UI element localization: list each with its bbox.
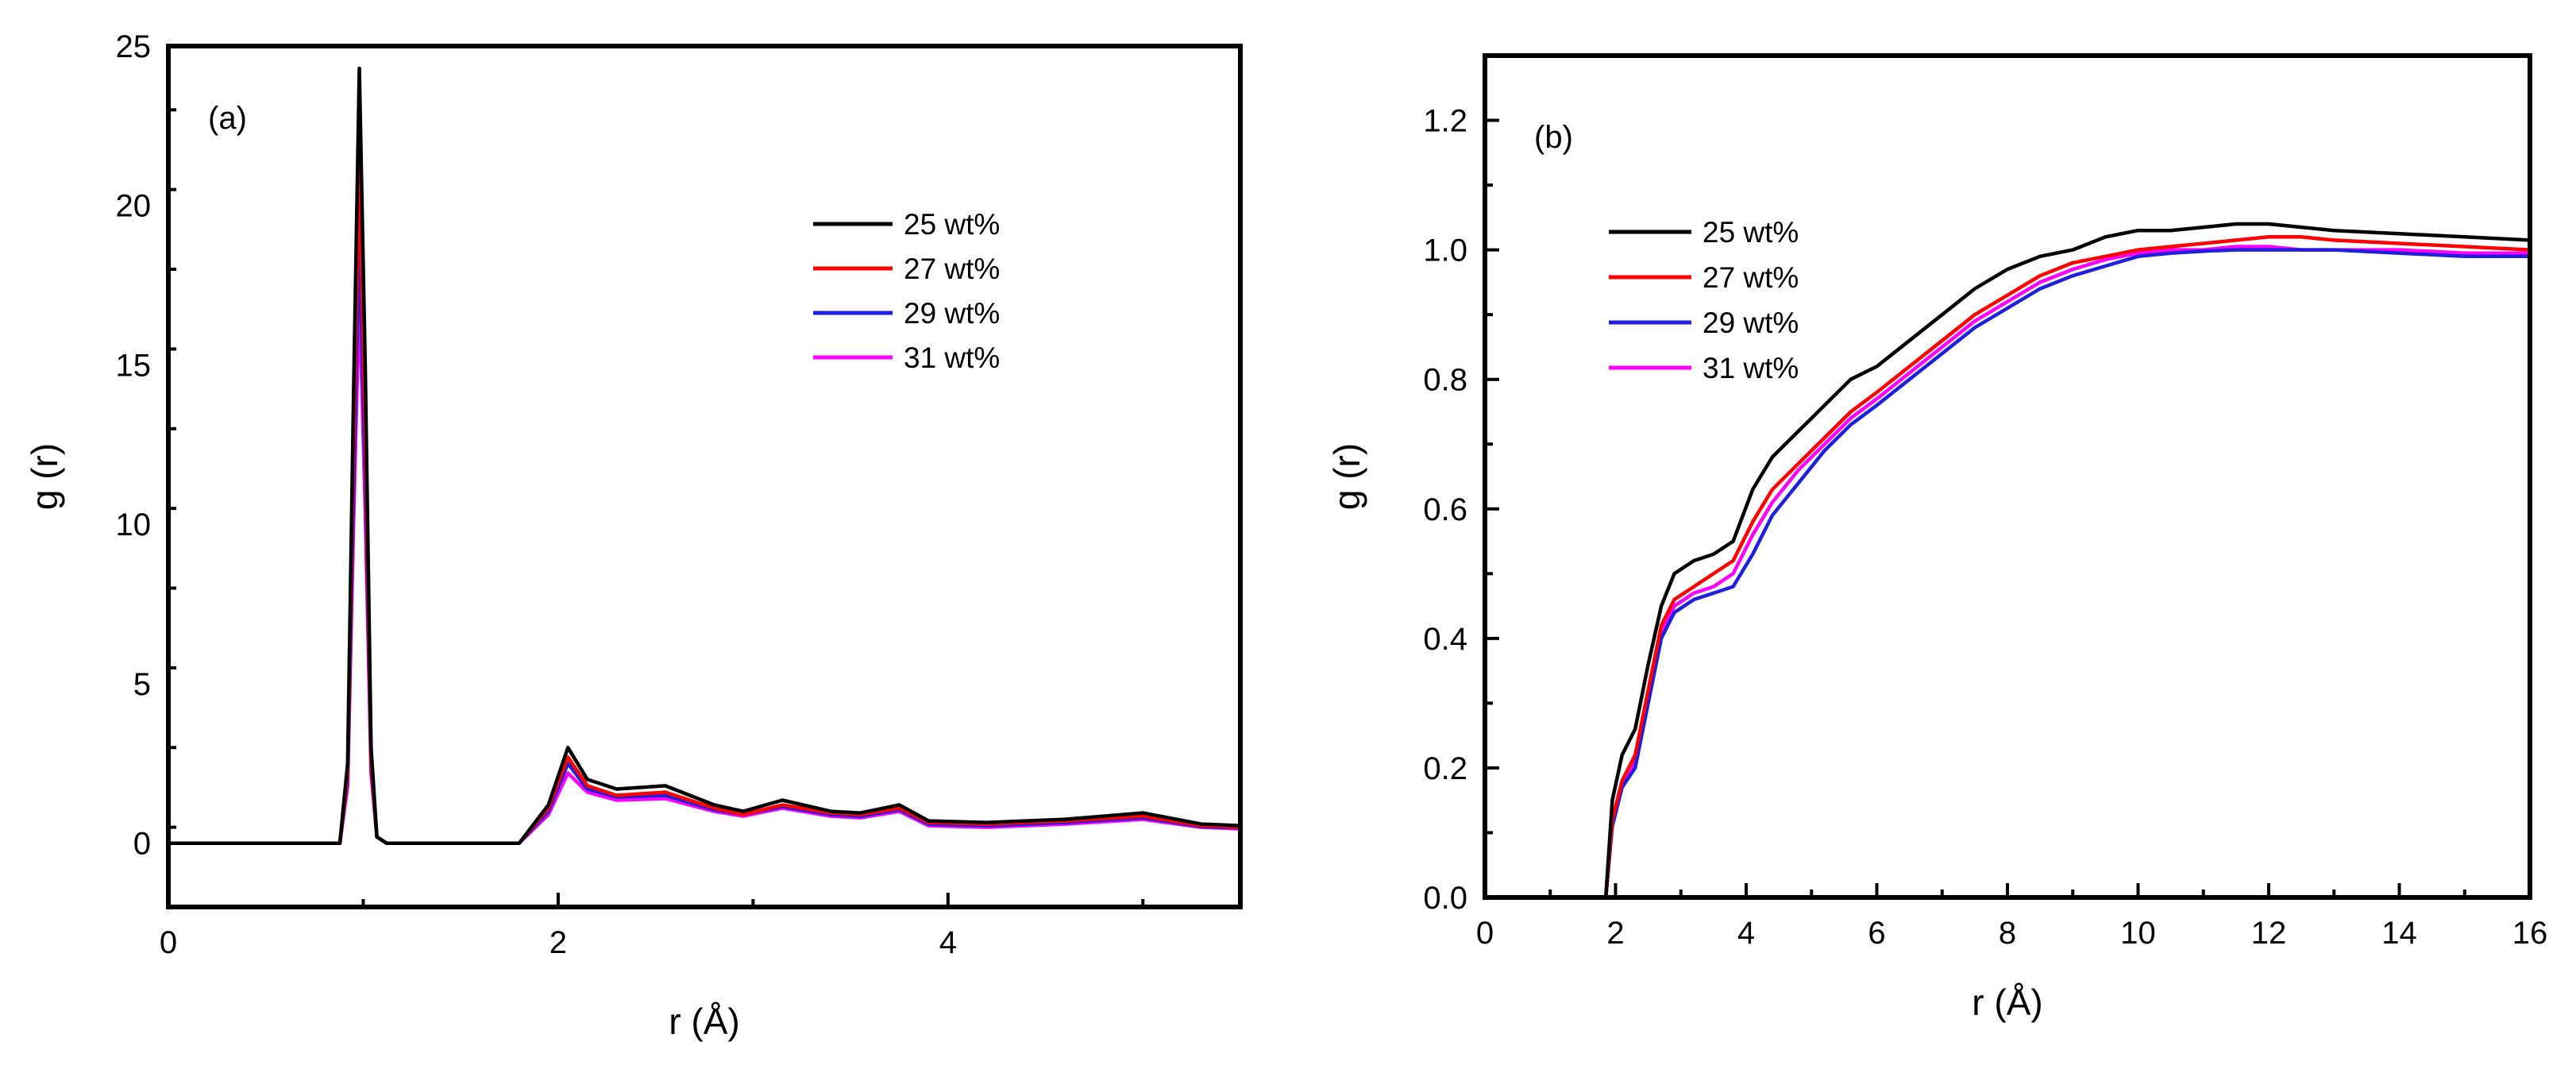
panel-b-y-tick-label: 0.4: [1423, 622, 1467, 657]
panel-a-series-line-25wt: [168, 66, 1240, 845]
panel-a-legend-label: 31 wt%: [904, 342, 1000, 374]
panel-b-legend-label: 27 wt%: [1703, 261, 1799, 294]
panel-a-series-line-31wt: [168, 292, 1240, 845]
panel-a-ticks: 0 2 4 0 5 10 15 20 25: [116, 29, 1145, 960]
panel-b-series-line-25wt: [1485, 222, 2530, 897]
panel-a-label: (a): [208, 101, 247, 136]
panel-b-legend: 25 wt% 27 wt% 29 wt% 31 wt%: [1609, 216, 1799, 384]
panel-b-x-tick-label: 10: [2120, 916, 2156, 951]
panel-a-y-tick-label: 10: [116, 507, 152, 542]
panel-a-legend: 25 wt% 27 wt% 29 wt% 31 wt%: [813, 208, 1000, 374]
panel-b-x-axis-title: r (Å): [1972, 982, 2042, 1023]
panel-b-x-tick-label: 6: [1868, 916, 1885, 951]
panel-a-y-tick-label: 20: [116, 189, 152, 224]
panel-b-series-line-29wt: [1485, 248, 2530, 897]
panel-a-y-tick-label: 25: [116, 29, 152, 64]
panel-a-legend-label: 25 wt%: [904, 208, 1000, 241]
panel-b-x-tick-label: 4: [1737, 916, 1755, 951]
panel-b-x-tick-label: 14: [2381, 916, 2417, 951]
panel-a-series-group: [168, 66, 1240, 845]
panel-b-y-tick-label: 1.0: [1423, 233, 1467, 268]
panel-a-y-axis-title: g (r): [24, 443, 65, 510]
panel-b-x-tick-label: 12: [2251, 916, 2287, 951]
panel-b-x-tick-label: 16: [2512, 916, 2548, 951]
panel-b-series-line-31wt: [1485, 245, 2530, 897]
panel-a-legend-label: 27 wt%: [904, 253, 1000, 285]
panel-a-y-tick-label: 5: [133, 667, 151, 702]
panel-b-x-tick-label: 2: [1606, 916, 1624, 951]
panel-a-y-tick-label: 15: [116, 348, 152, 383]
panel-b-frame: [1483, 53, 2532, 900]
panel-b-series-group: [1485, 222, 2530, 897]
panel-b-y-tick-label: 0.6: [1423, 492, 1467, 527]
panel-b-series-line-27wt: [1485, 235, 2530, 897]
panel-b-y-axis-title: g (r): [1326, 443, 1367, 510]
panel-a-series-line-27wt: [168, 162, 1240, 845]
panel-a-x-tick-label: 0: [160, 925, 177, 960]
panel-b-legend-label: 25 wt%: [1703, 216, 1799, 249]
panel-b-x-tick-label: 0: [1476, 916, 1494, 951]
panel-b-y-tick-label: 0.0: [1423, 881, 1467, 916]
panel-a-x-tick-label: 4: [939, 925, 957, 960]
panel-b-y-tick-label: 0.8: [1423, 363, 1467, 398]
panel-a-frame: [166, 44, 1243, 909]
panel-a-y-tick-label: 0: [133, 827, 151, 862]
panel-b: 0 2 4 6 8 10 12 14 16 0.0 0.2 0.4 0.6 0.8 1.0 1.2 (b) r…: [1326, 53, 2548, 1023]
panel-a: 0 2 4 0 5 10 15 20 25 (a) r (Å) g (r) 25 wt% 27 w…: [24, 29, 1243, 1042]
panel-b-y-tick-label: 1.2: [1423, 104, 1467, 139]
panel-b-legend-label: 31 wt%: [1703, 352, 1799, 384]
panel-a-x-tick-label: 2: [550, 925, 567, 960]
panel-a-series-line-29wt: [168, 235, 1240, 845]
panel-b-x-tick-label: 8: [1999, 916, 2016, 951]
panel-b-ticks: 0 2 4 6 8 10 12 14 16 0.0 0.2 0.4 0.6 0.8 1.0 1.2: [1423, 54, 2548, 951]
panel-b-legend-label: 29 wt%: [1703, 307, 1799, 339]
panel-a-x-axis-title: r (Å): [669, 1001, 739, 1042]
panel-b-label: (b): [1534, 120, 1573, 155]
panel-b-y-tick-label: 0.2: [1423, 751, 1467, 786]
panel-a-legend-label: 29 wt%: [904, 297, 1000, 330]
